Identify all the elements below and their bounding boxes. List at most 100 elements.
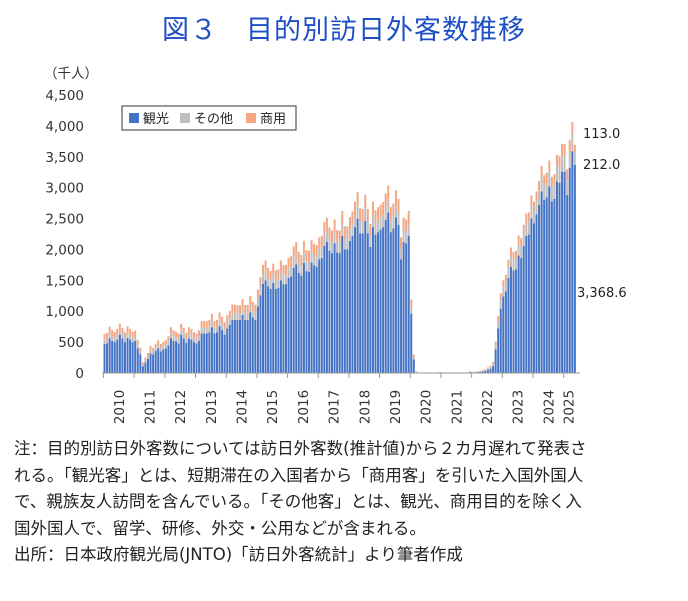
bar-segment: [538, 204, 541, 373]
bar-segment: [397, 224, 400, 373]
bar-segment: [203, 327, 206, 334]
bar-segment: [315, 245, 318, 257]
bar-segment: [522, 224, 525, 234]
bar-segment: [149, 353, 152, 373]
bar-segment: [489, 367, 492, 369]
bar-segment: [198, 340, 201, 373]
bar-segment: [509, 266, 512, 373]
bar-segment: [384, 206, 387, 220]
bar-segment: [111, 336, 114, 341]
bar-segment: [571, 122, 574, 135]
bar-segment: [226, 322, 229, 329]
bar-segment: [239, 313, 241, 320]
bar-segment: [540, 191, 543, 373]
bar-segment: [371, 227, 374, 373]
bar-segment: [392, 216, 395, 229]
bar-segment: [320, 258, 323, 373]
bar-segment: [249, 304, 252, 313]
bar-segment: [540, 166, 543, 177]
bar-segment: [159, 347, 162, 352]
bar-segment: [213, 327, 216, 334]
bar-segment: [221, 323, 224, 330]
bar-segment: [371, 201, 374, 215]
bar-segment: [241, 299, 244, 308]
bar-segment: [144, 360, 147, 363]
bar-segment: [175, 341, 178, 373]
x-tick-label: 2025: [562, 390, 578, 424]
bar-segment: [172, 340, 175, 373]
bar-segment: [402, 229, 405, 243]
bar-segment: [538, 180, 541, 191]
bar-segment: [180, 323, 183, 330]
bar-segment: [172, 330, 175, 337]
notes: 注：目的別訪日外客数については訪日外客数(推計値)から２カ月遅れて発表さ れる。…: [14, 436, 678, 569]
bar-segment: [504, 274, 507, 282]
bar-segment: [118, 329, 121, 335]
bar-segment: [538, 190, 541, 205]
bar-segment: [185, 338, 188, 343]
bar-segment: [180, 329, 183, 335]
bar-segment: [175, 337, 178, 342]
bar-segment: [555, 166, 558, 182]
bar-segment: [159, 343, 162, 348]
bar-segment: [182, 333, 185, 339]
y-axis-unit-label: （千人）: [44, 66, 98, 82]
note-line: 国外国人で、留学、研修、外交・公用などが含まれる。: [14, 518, 426, 538]
bar-segment: [379, 217, 382, 230]
x-tick-label: 2021: [449, 390, 465, 424]
bar-segment: [568, 151, 571, 168]
bar-segment: [216, 319, 218, 327]
bar-segment: [131, 342, 134, 373]
bar-segment: [254, 304, 257, 313]
bar-segment: [123, 332, 126, 338]
x-tick-label: 2017: [327, 390, 343, 424]
bar-segment: [267, 286, 270, 373]
x-tick-label: 2015: [265, 390, 281, 424]
bar-segment: [121, 338, 124, 373]
bar-segment: [359, 221, 362, 234]
bar-segment: [481, 371, 484, 373]
legend-label-shoyo: 商用: [260, 112, 286, 127]
bar-segment: [517, 235, 520, 244]
bar-segment: [213, 333, 216, 373]
bar-segment: [126, 326, 129, 333]
bar-segment: [374, 210, 377, 223]
bar-segment: [509, 247, 512, 256]
bar-segment: [379, 204, 382, 218]
bar-segment: [568, 167, 571, 373]
bar-segment: [139, 354, 142, 373]
bar-segment: [198, 330, 201, 337]
bar-segment: [269, 288, 272, 373]
bar-segment: [517, 255, 520, 373]
bar-segment: [507, 259, 510, 268]
bar-segment: [359, 233, 362, 373]
bar-segment: [558, 156, 561, 168]
bar-segment: [410, 299, 413, 307]
bar-segment: [154, 343, 157, 348]
bar-segment: [354, 214, 357, 228]
bar-segment: [144, 357, 147, 361]
bar-segment: [348, 229, 351, 241]
bar-segment: [412, 354, 415, 357]
x-tick-label: 2019: [388, 390, 404, 424]
bar-segment: [361, 221, 364, 234]
bar-segment: [267, 277, 270, 287]
bar-segment: [121, 333, 124, 339]
bar-segment: [384, 193, 387, 207]
bar-segment: [175, 331, 178, 338]
bar-segment: [193, 342, 195, 373]
bar-segment: [374, 234, 377, 373]
bar-segment: [561, 171, 564, 373]
bar-segment: [264, 270, 267, 281]
bar-segment: [348, 217, 351, 230]
bar-segment: [313, 265, 316, 373]
bar-segment: [223, 334, 226, 373]
bar-segment: [412, 359, 415, 373]
bar-segment: [218, 326, 221, 373]
bar-segment: [285, 284, 288, 373]
bar-segment: [525, 213, 528, 223]
bar-segment: [136, 348, 139, 373]
bar-segment: [573, 164, 576, 373]
bar-segment: [548, 160, 551, 172]
bar-segment: [228, 324, 231, 373]
